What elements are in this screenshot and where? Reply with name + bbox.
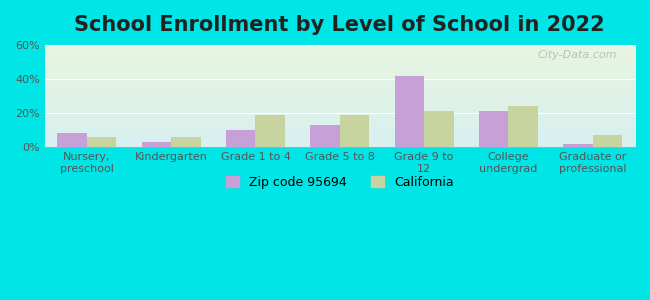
Bar xyxy=(226,130,255,147)
Bar xyxy=(395,76,424,147)
Bar xyxy=(171,137,201,147)
Bar xyxy=(564,144,593,147)
Bar xyxy=(479,111,508,147)
Bar xyxy=(57,134,87,147)
Bar xyxy=(593,135,622,147)
Bar xyxy=(340,115,369,147)
Bar xyxy=(508,106,538,147)
Legend: Zip code 95694, California: Zip code 95694, California xyxy=(221,171,458,194)
Bar xyxy=(87,137,116,147)
Title: School Enrollment by Level of School in 2022: School Enrollment by Level of School in … xyxy=(75,15,605,35)
Bar xyxy=(142,142,171,147)
Bar xyxy=(255,115,285,147)
Bar xyxy=(424,111,454,147)
Bar xyxy=(310,125,340,147)
Text: City-Data.com: City-Data.com xyxy=(538,50,618,60)
